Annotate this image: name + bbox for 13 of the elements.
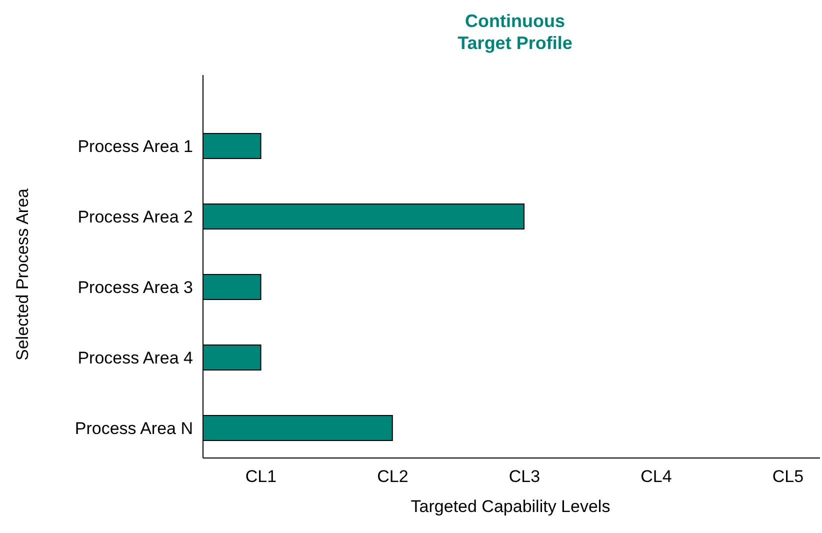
- y-tick-label: Process Area 1: [78, 137, 193, 156]
- y-tick-label: Process Area 4: [78, 348, 193, 368]
- text: CL3: [508, 467, 540, 486]
- text: CL1: [245, 467, 277, 486]
- y-tick-label: Process Area 3: [78, 278, 193, 297]
- text: CL4: [640, 467, 672, 486]
- chart-title: Continuous Target Profile: [458, 11, 572, 53]
- text: CL2: [377, 467, 408, 486]
- text: CL5: [772, 467, 804, 486]
- y-tick-label: Process Area N: [74, 419, 193, 438]
- x-axis-title: Targeted Capability Levels: [410, 497, 610, 516]
- y-axis-title: Selected Process Area: [13, 188, 32, 360]
- y-tick-label: Process Area 2: [78, 208, 193, 226]
